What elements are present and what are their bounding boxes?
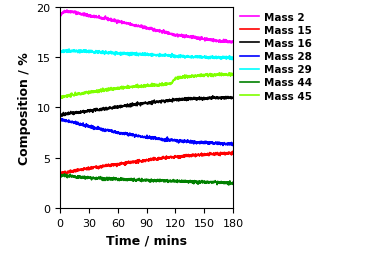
Line: Mass 45: Mass 45 — [60, 74, 233, 99]
Mass 45 — [159, 84, 163, 87]
Mass 44 — [159, 180, 163, 183]
Mass 45 — [168, 83, 173, 86]
Mass 15 — [58, 171, 62, 174]
Mass 2 — [168, 33, 173, 36]
Mass 28 — [58, 119, 62, 122]
Mass 2 — [159, 31, 163, 34]
Mass 2 — [189, 37, 194, 40]
Mass 29 — [231, 57, 235, 60]
Mass 44 — [62, 172, 67, 176]
Mass 28 — [168, 139, 173, 142]
Mass 2 — [231, 41, 235, 44]
Mass 29 — [168, 56, 173, 59]
Mass 45 — [163, 84, 168, 87]
Mass 29 — [58, 51, 62, 54]
Mass 44 — [168, 181, 173, 184]
Mass 15 — [159, 158, 163, 161]
Mass 29 — [230, 59, 235, 62]
Mass 15 — [61, 173, 66, 176]
Mass 45 — [59, 97, 64, 100]
Mass 16 — [159, 101, 163, 104]
Mass 45 — [217, 72, 221, 75]
Mass 2 — [65, 9, 69, 12]
Mass 28 — [159, 138, 163, 141]
Mass 28 — [59, 117, 63, 120]
Mass 15 — [207, 152, 212, 155]
Mass 16 — [189, 98, 194, 101]
Mass 45 — [69, 96, 73, 99]
Mass 44 — [189, 180, 194, 183]
Mass 44 — [58, 174, 62, 177]
Mass 16 — [163, 100, 168, 103]
Mass 28 — [207, 142, 212, 145]
Mass 45 — [231, 73, 235, 76]
Mass 28 — [189, 142, 194, 145]
Mass 16 — [231, 96, 235, 99]
Line: Mass 28: Mass 28 — [60, 119, 233, 146]
Mass 29 — [207, 56, 212, 59]
Mass 15 — [230, 150, 235, 153]
Mass 16 — [211, 95, 215, 98]
Mass 28 — [163, 139, 168, 142]
Mass 29 — [159, 55, 163, 58]
Y-axis label: Composition / %: Composition / % — [18, 52, 31, 164]
Line: Mass 2: Mass 2 — [60, 11, 233, 44]
Mass 2 — [207, 39, 212, 42]
Line: Mass 16: Mass 16 — [60, 97, 233, 117]
Mass 29 — [163, 53, 168, 56]
Mass 2 — [163, 32, 168, 35]
Mass 44 — [207, 181, 212, 184]
X-axis label: Time / mins: Time / mins — [106, 233, 187, 246]
Mass 29 — [69, 50, 73, 53]
Mass 2 — [69, 11, 73, 14]
Mass 16 — [58, 115, 62, 118]
Mass 16 — [60, 115, 65, 118]
Mass 45 — [189, 74, 194, 77]
Line: Mass 15: Mass 15 — [60, 152, 233, 174]
Mass 15 — [163, 158, 168, 161]
Mass 45 — [207, 74, 212, 77]
Mass 15 — [189, 153, 194, 156]
Mass 2 — [229, 42, 233, 45]
Mass 15 — [168, 156, 173, 159]
Mass 2 — [58, 16, 62, 19]
Mass 45 — [58, 96, 62, 99]
Mass 28 — [69, 121, 73, 124]
Mass 29 — [189, 57, 194, 60]
Mass 44 — [226, 184, 231, 187]
Line: Mass 44: Mass 44 — [60, 174, 233, 185]
Mass 44 — [163, 179, 168, 182]
Mass 16 — [168, 100, 173, 103]
Mass 28 — [221, 144, 225, 147]
Mass 15 — [69, 171, 73, 174]
Legend: Mass 2, Mass 15, Mass 16, Mass 28, Mass 29, Mass 44, Mass 45: Mass 2, Mass 15, Mass 16, Mass 28, Mass … — [240, 13, 312, 101]
Mass 29 — [67, 48, 71, 51]
Line: Mass 29: Mass 29 — [60, 50, 233, 60]
Mass 44 — [69, 176, 73, 179]
Mass 16 — [69, 112, 73, 115]
Mass 16 — [207, 96, 212, 99]
Mass 44 — [231, 181, 235, 184]
Mass 28 — [231, 143, 235, 146]
Mass 15 — [231, 152, 235, 155]
